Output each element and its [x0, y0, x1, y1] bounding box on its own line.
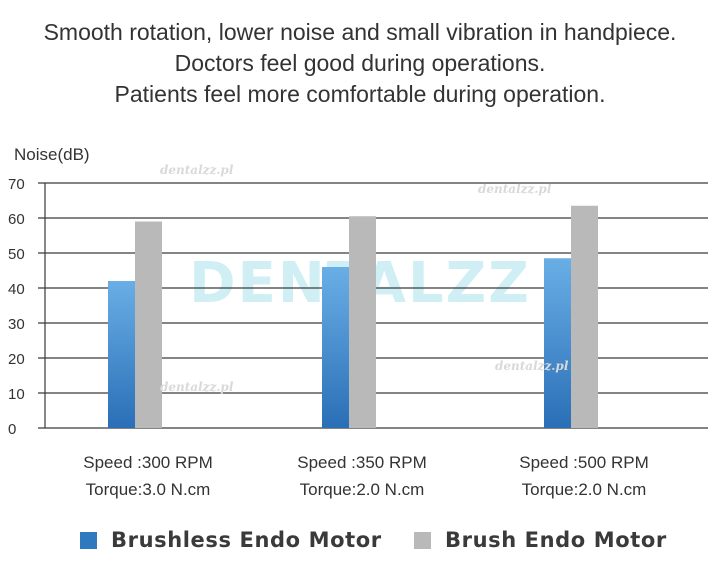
headline-line-1: Smooth rotation, lower noise and small v… [43, 19, 677, 45]
watermark-small-1: dentalzz.pl [160, 163, 234, 177]
x-category-torque: Torque:2.0 N.cm [522, 480, 647, 499]
x-category-speed: Speed :500 RPM [519, 453, 648, 472]
watermark-small-3: dentalzz.pl [495, 359, 569, 373]
bar-brushless [108, 281, 135, 428]
x-category-speed: Speed :350 RPM [297, 453, 426, 472]
legend-label-brushless: Brushless Endo Motor [111, 528, 382, 552]
legend-item-brushless: Brushless Endo Motor [80, 527, 382, 553]
y-axis-label: Noise(dB) [14, 145, 90, 164]
y-tick-label: 50 [8, 246, 25, 263]
y-tick-label: 30 [8, 316, 25, 333]
y-tick-label: 70 [8, 176, 25, 193]
legend-swatch-brush [414, 531, 431, 549]
bar-brushless [322, 267, 349, 428]
y-tick-label: 60 [8, 211, 25, 228]
bar-brushless [544, 258, 571, 428]
legend-item-brush: Brush Endo Motor [414, 527, 667, 553]
watermark-small-2: dentalzz.pl [478, 182, 552, 196]
headline-line-3: Patients feel more comfortable during op… [114, 81, 606, 107]
x-category-torque: Torque:3.0 N.cm [86, 480, 211, 499]
bar-brush [135, 221, 162, 428]
y-tick-label: 20 [8, 351, 25, 368]
y-tick-label: 40 [8, 281, 25, 298]
legend-label-brush: Brush Endo Motor [445, 528, 667, 552]
x-category-speed: Speed :300 RPM [83, 453, 212, 472]
headline-line-2: Doctors feel good during operations. [174, 50, 546, 76]
bar-brush [571, 205, 598, 428]
x-category-torque: Torque:2.0 N.cm [300, 480, 425, 499]
legend-swatch-brushless [80, 531, 97, 549]
bar-brush [349, 216, 376, 428]
y-tick-label: 0 [8, 421, 16, 438]
y-tick-label: 10 [8, 386, 25, 403]
watermark-small-4: dentalzz.pl [160, 380, 234, 394]
